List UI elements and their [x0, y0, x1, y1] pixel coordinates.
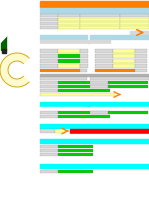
- Bar: [40, 64, 58, 68]
- Bar: [40, 18, 58, 21]
- Bar: [90, 81, 108, 84]
- Bar: [55, 129, 65, 133]
- Bar: [40, 139, 149, 143]
- Bar: [40, 74, 149, 76]
- Bar: [113, 59, 135, 63]
- Bar: [95, 49, 113, 53]
- Bar: [40, 107, 87, 110]
- Bar: [40, 124, 149, 128]
- Bar: [90, 77, 149, 80]
- Bar: [40, 93, 115, 96]
- Bar: [40, 8, 149, 13]
- Bar: [80, 18, 120, 21]
- Bar: [40, 89, 58, 92]
- Bar: [40, 115, 58, 118]
- Bar: [58, 64, 80, 68]
- Polygon shape: [0, 53, 29, 87]
- Bar: [113, 49, 135, 53]
- Bar: [40, 69, 80, 72]
- Bar: [2, 49, 6, 53]
- Bar: [58, 153, 93, 156]
- Bar: [40, 1, 149, 7]
- Bar: [58, 85, 110, 88]
- Bar: [58, 59, 80, 63]
- Bar: [95, 59, 113, 63]
- Bar: [80, 14, 120, 17]
- Bar: [120, 18, 149, 21]
- Bar: [40, 54, 58, 58]
- Bar: [40, 44, 87, 47]
- Bar: [90, 107, 149, 110]
- Bar: [1, 15, 6, 50]
- Bar: [135, 54, 147, 58]
- Bar: [40, 59, 58, 63]
- Bar: [58, 149, 93, 152]
- Bar: [40, 157, 149, 162]
- Bar: [135, 49, 147, 53]
- Bar: [80, 69, 87, 72]
- Bar: [90, 85, 108, 88]
- Bar: [40, 119, 149, 123]
- Bar: [58, 81, 110, 84]
- Bar: [120, 14, 149, 17]
- Bar: [58, 170, 93, 173]
- Bar: [40, 134, 149, 138]
- Bar: [40, 40, 110, 43]
- Bar: [40, 97, 149, 101]
- Bar: [135, 59, 147, 63]
- Bar: [58, 22, 80, 25]
- Bar: [40, 22, 58, 25]
- Bar: [135, 69, 147, 72]
- Bar: [58, 49, 80, 53]
- Bar: [108, 111, 148, 114]
- Bar: [58, 54, 80, 58]
- Bar: [40, 149, 58, 152]
- Bar: [58, 115, 110, 118]
- Bar: [80, 26, 120, 29]
- Bar: [120, 26, 149, 29]
- Bar: [58, 89, 110, 92]
- Bar: [80, 64, 88, 68]
- Bar: [135, 64, 147, 68]
- Bar: [95, 64, 113, 68]
- Bar: [40, 77, 87, 80]
- Bar: [40, 153, 58, 156]
- Bar: [40, 14, 58, 17]
- Bar: [40, 170, 58, 173]
- Bar: [58, 18, 80, 21]
- Bar: [58, 145, 93, 148]
- Bar: [90, 111, 108, 114]
- Bar: [130, 31, 147, 34]
- Bar: [95, 54, 113, 58]
- Bar: [108, 85, 148, 88]
- Bar: [80, 59, 88, 63]
- Bar: [108, 81, 148, 84]
- Bar: [95, 69, 135, 72]
- Bar: [70, 129, 149, 133]
- Bar: [113, 64, 135, 68]
- Bar: [139, 31, 148, 34]
- Bar: [80, 49, 88, 53]
- Bar: [40, 49, 58, 53]
- Bar: [40, 26, 58, 29]
- Bar: [90, 35, 149, 39]
- Bar: [40, 129, 55, 133]
- Bar: [40, 35, 87, 39]
- Bar: [120, 22, 149, 25]
- Polygon shape: [0, 0, 40, 43]
- Bar: [80, 22, 120, 25]
- Bar: [40, 145, 58, 148]
- Bar: [58, 111, 110, 114]
- Bar: [80, 54, 88, 58]
- Bar: [40, 111, 58, 114]
- Bar: [90, 44, 149, 47]
- Bar: [40, 81, 58, 84]
- Bar: [40, 164, 149, 168]
- Bar: [40, 102, 149, 106]
- Bar: [58, 14, 80, 17]
- Bar: [113, 54, 135, 58]
- Bar: [40, 85, 58, 88]
- Bar: [58, 26, 80, 29]
